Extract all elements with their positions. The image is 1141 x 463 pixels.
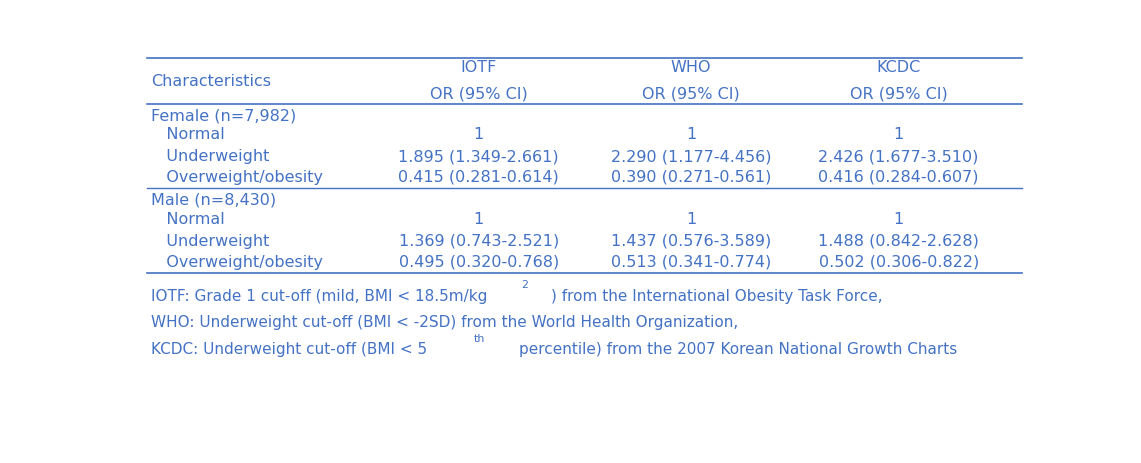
Text: IOTF: IOTF: [461, 60, 496, 75]
Text: Normal: Normal: [152, 212, 225, 227]
Text: Normal: Normal: [152, 127, 225, 142]
Text: OR (95% CI): OR (95% CI): [642, 87, 739, 101]
Text: 1.895 (1.349-2.661): 1.895 (1.349-2.661): [398, 149, 559, 164]
Text: 1: 1: [686, 127, 696, 142]
Text: 1: 1: [893, 212, 904, 227]
Text: Characteristics: Characteristics: [152, 74, 272, 89]
Text: Male (n=8,430): Male (n=8,430): [152, 193, 276, 207]
Text: WHO: WHO: [671, 60, 711, 75]
Text: Overweight/obesity: Overweight/obesity: [152, 254, 323, 269]
Text: 0.415 (0.281-0.614): 0.415 (0.281-0.614): [398, 169, 559, 184]
Text: 1: 1: [474, 212, 484, 227]
Text: 0.502 (0.306-0.822): 0.502 (0.306-0.822): [818, 254, 979, 269]
Text: OR (95% CI): OR (95% CI): [430, 87, 527, 101]
Text: 1: 1: [474, 127, 484, 142]
Text: IOTF: Grade 1 cut-off (mild, BMI < 18.5m/kg: IOTF: Grade 1 cut-off (mild, BMI < 18.5m…: [152, 288, 488, 303]
Text: 0.495 (0.320-0.768): 0.495 (0.320-0.768): [398, 254, 559, 269]
Text: 1: 1: [686, 212, 696, 227]
Text: 2: 2: [520, 280, 527, 289]
Text: KCDC: KCDC: [876, 60, 921, 75]
Text: 0.416 (0.284-0.607): 0.416 (0.284-0.607): [818, 169, 979, 184]
Text: KCDC: Underweight cut-off (BMI < 5: KCDC: Underweight cut-off (BMI < 5: [152, 342, 428, 357]
Text: th: th: [474, 333, 485, 343]
Text: ) from the International Obesity Task Force,: ) from the International Obesity Task Fo…: [551, 288, 883, 303]
Text: 0.513 (0.341-0.774): 0.513 (0.341-0.774): [610, 254, 771, 269]
Text: 1.437 (0.576-3.589): 1.437 (0.576-3.589): [610, 233, 771, 248]
Text: 1.488 (0.842-2.628): 1.488 (0.842-2.628): [818, 233, 979, 248]
Text: WHO: Underweight cut-off (BMI < -2SD) from the World Health Organization,: WHO: Underweight cut-off (BMI < -2SD) fr…: [152, 315, 738, 330]
Text: Overweight/obesity: Overweight/obesity: [152, 169, 323, 184]
Text: 1: 1: [893, 127, 904, 142]
Text: 2.290 (1.177-4.456): 2.290 (1.177-4.456): [610, 149, 771, 164]
Text: 1.369 (0.743-2.521): 1.369 (0.743-2.521): [398, 233, 559, 248]
Text: Female (n=7,982): Female (n=7,982): [152, 108, 297, 123]
Text: Underweight: Underweight: [152, 149, 269, 164]
Text: 0.390 (0.271-0.561): 0.390 (0.271-0.561): [610, 169, 771, 184]
Text: percentile) from the 2007 Korean National Growth Charts: percentile) from the 2007 Korean Nationa…: [519, 342, 957, 357]
Text: Underweight: Underweight: [152, 233, 269, 248]
Text: OR (95% CI): OR (95% CI): [850, 87, 947, 101]
Text: 2.426 (1.677-3.510): 2.426 (1.677-3.510): [818, 149, 979, 164]
